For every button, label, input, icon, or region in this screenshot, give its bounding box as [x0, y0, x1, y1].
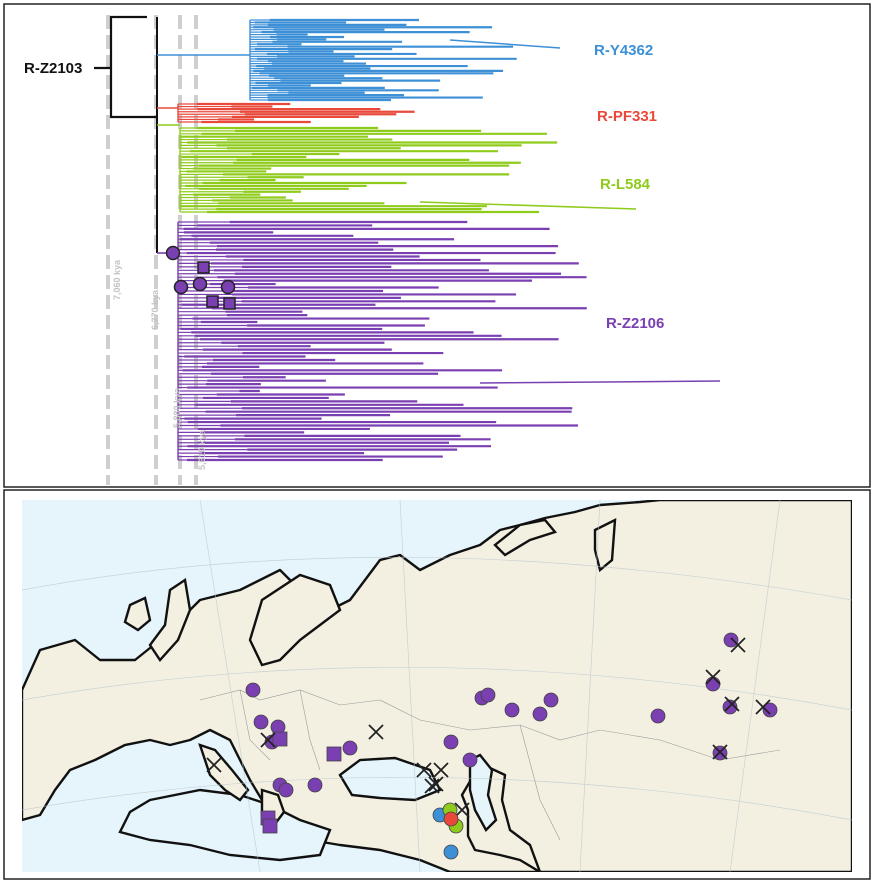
ireland	[123, 596, 152, 632]
root-label: R-Z2103	[24, 60, 82, 77]
tree-node-markers	[165, 245, 236, 310]
map-marker-circle	[443, 811, 459, 827]
map-marker-cross	[424, 778, 440, 794]
map-marker-circle	[480, 687, 496, 703]
arctic-island	[493, 518, 558, 557]
map-marker-circle	[723, 632, 739, 648]
map-marker-cross	[724, 696, 740, 712]
britain	[148, 577, 192, 662]
map-marker-circle	[650, 708, 666, 724]
kya-label-7060: 7,060 kya	[112, 259, 122, 300]
map-marker-circle	[245, 682, 261, 698]
node-square	[223, 297, 236, 310]
map-marker-circle	[278, 782, 294, 798]
clade-label-y4362: R-Y4362	[594, 42, 653, 59]
node-square	[206, 295, 219, 308]
node-circle	[165, 245, 181, 261]
map-marker-circle	[504, 702, 520, 718]
italy	[198, 743, 250, 802]
map-marker-cross	[416, 762, 432, 778]
map-marker-cross	[730, 637, 746, 653]
map-marker-circle	[762, 702, 778, 718]
map-marker-cross	[705, 669, 721, 685]
map-marker-cross	[454, 802, 470, 818]
root-bracket	[94, 15, 157, 119]
kya-label-5880: 5,880 kya	[172, 387, 182, 428]
map-marker-cross	[206, 757, 222, 773]
node-circle	[192, 276, 208, 292]
clade-label-z2106: R-Z2106	[606, 315, 664, 332]
map-marker-cross	[755, 699, 771, 715]
kya-label-5610: 5,610 kya	[197, 429, 207, 470]
map-marker-cross	[368, 724, 384, 740]
tree-branch	[479, 380, 721, 384]
map	[22, 500, 852, 872]
tree-branch	[449, 39, 561, 49]
mediterranean	[118, 788, 332, 862]
map-marker-cross	[712, 744, 728, 760]
clade-label-l584: R-L584	[600, 176, 651, 193]
map-marker-cross	[433, 762, 449, 778]
map-marker-square	[272, 731, 288, 747]
map-marker-circle	[443, 844, 459, 860]
black-sea	[338, 756, 442, 802]
map-marker-circle	[462, 752, 478, 768]
map-marker-circle	[443, 734, 459, 750]
phylogenetic-tree	[156, 17, 721, 462]
map-marker-square	[262, 818, 278, 834]
graticule	[22, 500, 852, 872]
map-marker-circle	[543, 692, 559, 708]
map-marker-cross	[428, 776, 444, 792]
map-marker-square	[326, 746, 342, 762]
map-marker-circle	[342, 740, 358, 756]
map-marker-circle	[307, 777, 323, 793]
kya-label-6270: 6,270 kya	[150, 289, 160, 330]
map-markers	[206, 632, 778, 860]
node-circle	[220, 279, 236, 295]
map-marker-circle	[705, 676, 721, 692]
map-marker-circle	[253, 714, 269, 730]
timeline-guides	[106, 15, 198, 485]
tree-branch	[419, 201, 637, 210]
arctic-island	[593, 517, 617, 573]
scandinavia	[248, 573, 342, 667]
caspian-sea	[468, 753, 498, 832]
map-marker-cross	[260, 732, 276, 748]
clade-label-pf331: R-PF331	[597, 108, 657, 125]
node-square	[197, 261, 210, 274]
map-marker-circle	[532, 706, 548, 722]
country-borders	[199, 689, 781, 841]
node-circle	[173, 279, 189, 295]
